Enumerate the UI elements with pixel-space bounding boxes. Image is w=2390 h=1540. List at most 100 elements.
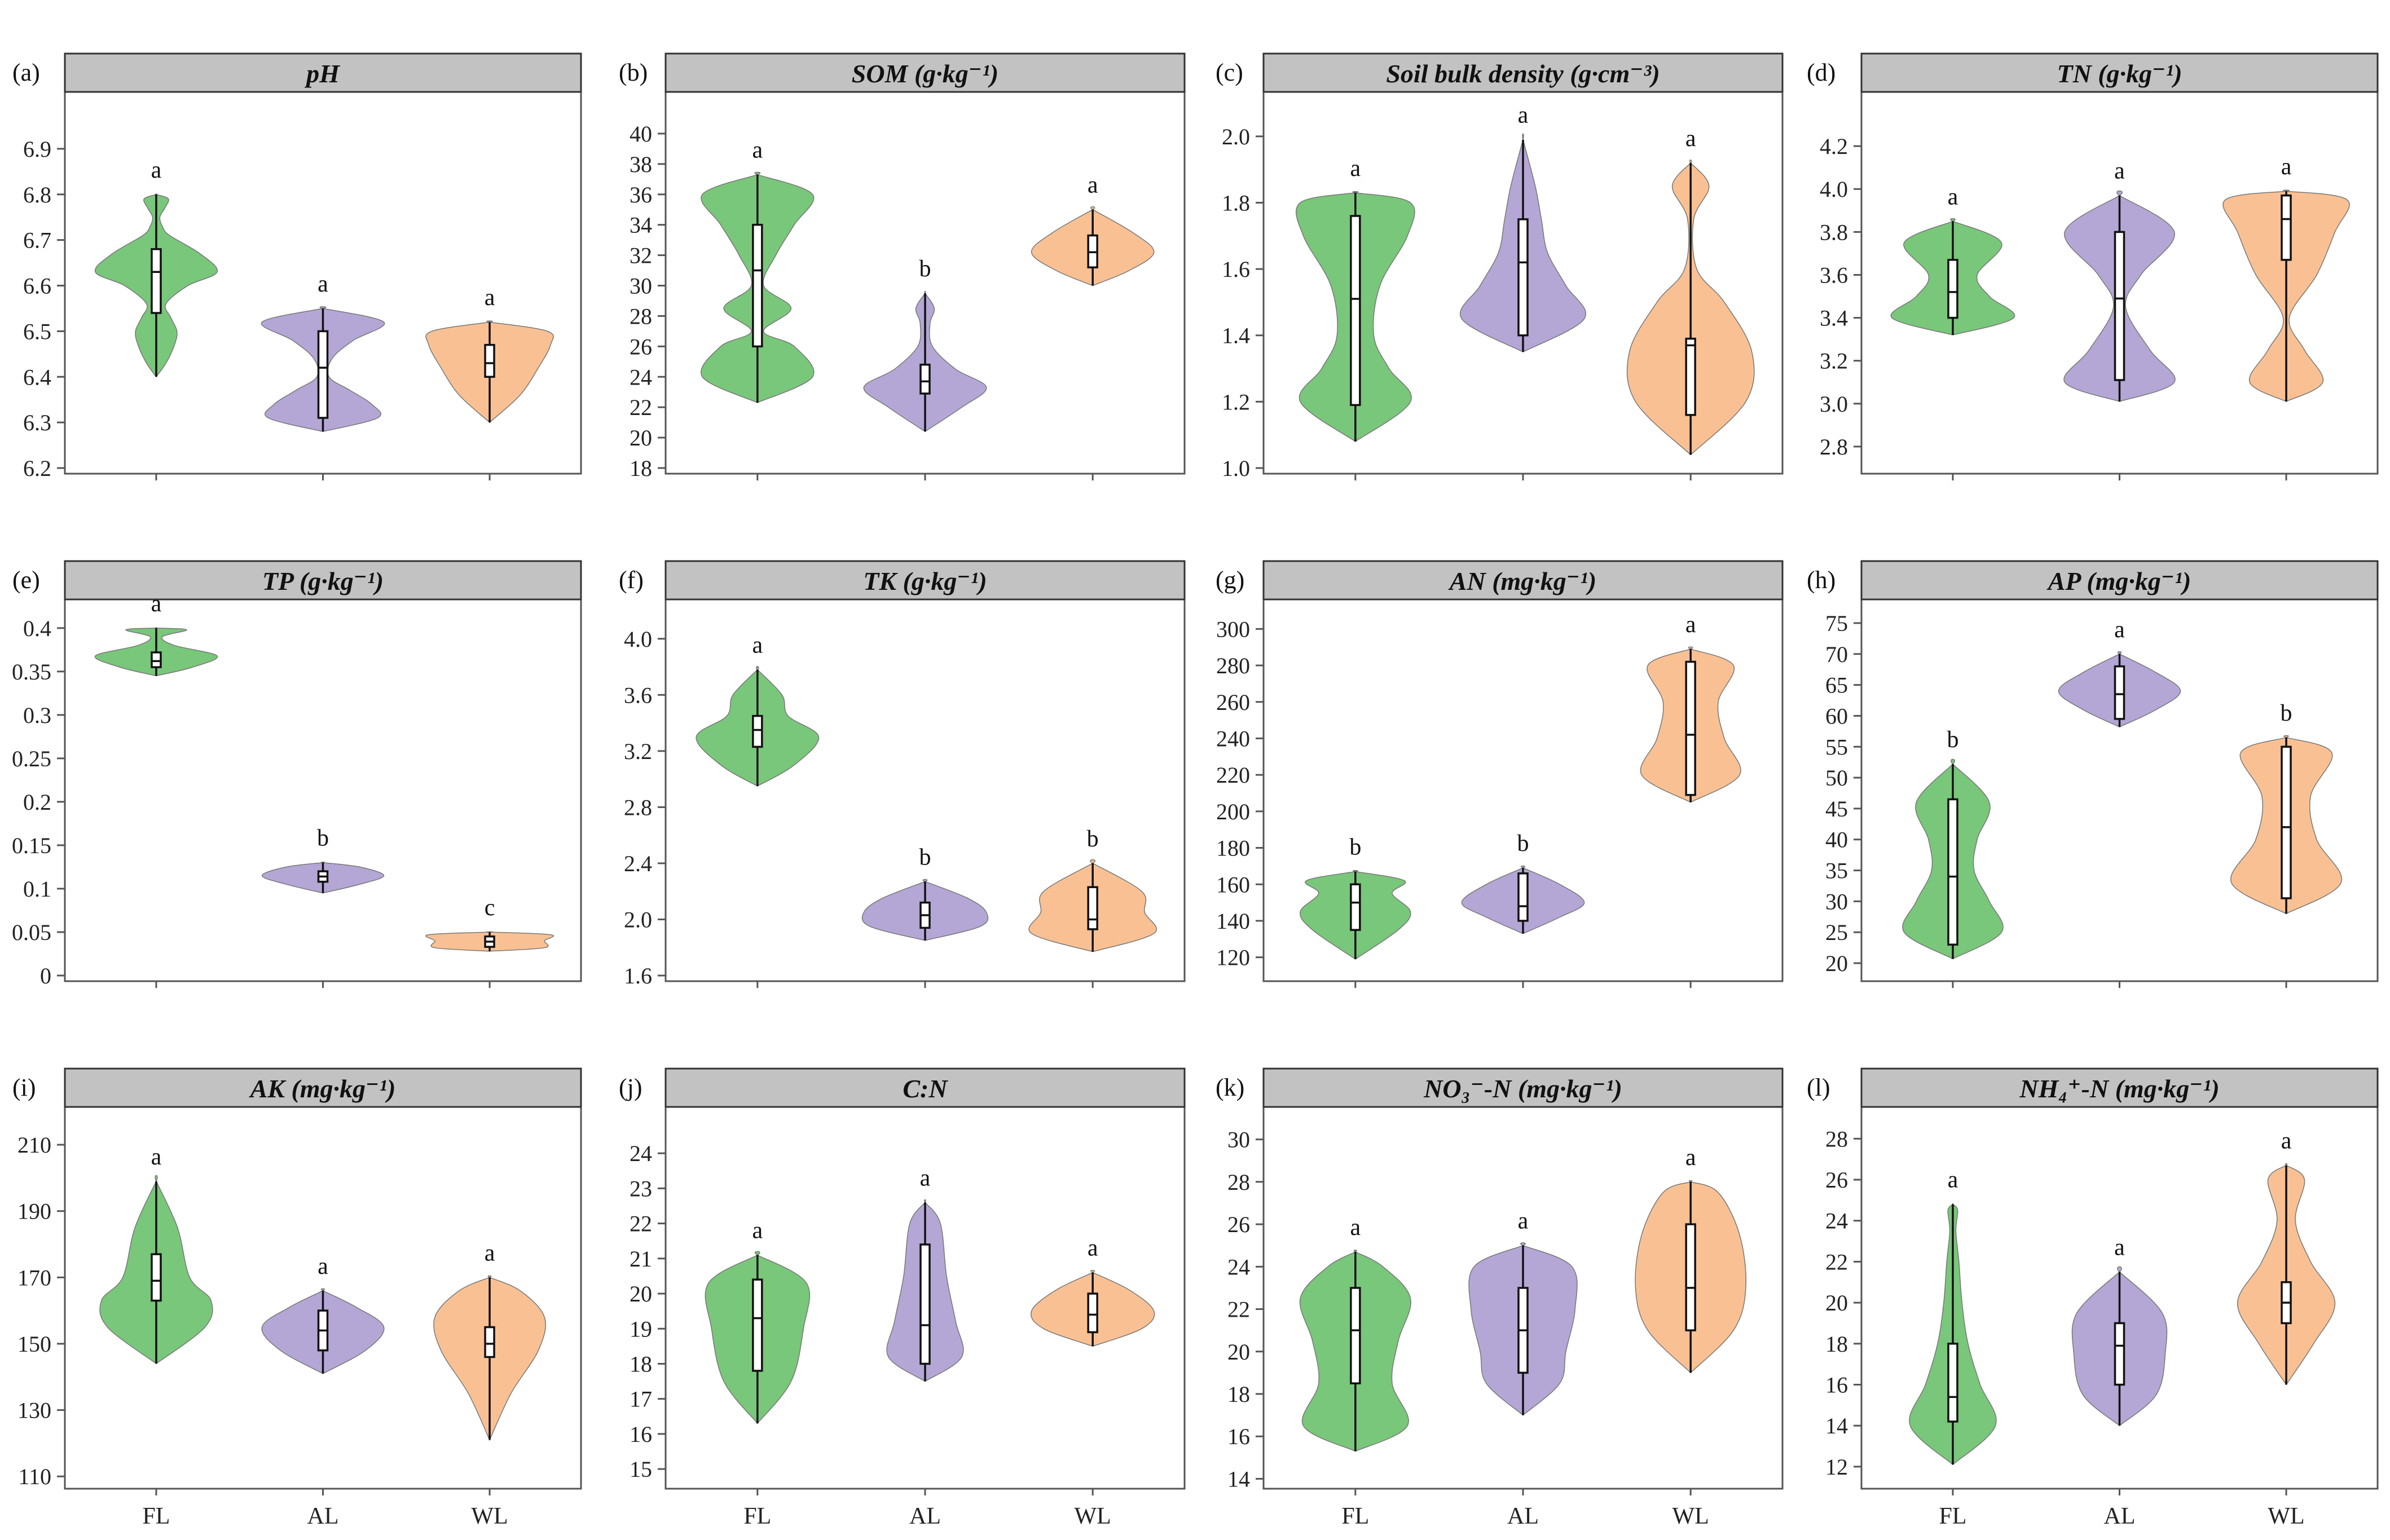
panel-b: SOM (g·kg⁻¹) (b) 18 20 22 24 26 28 30 32 34 36 38 40 a… [619, 52, 1186, 481]
panel-title: NO₃⁻-N (mg·kg⁻¹) [1423, 1074, 1622, 1103]
sig-letter-wl: a [1088, 173, 1098, 198]
y-tick-label: 20 [1825, 1290, 1848, 1316]
box-wl [2281, 745, 2292, 899]
sig-letter-wl: a [2281, 1128, 2292, 1154]
box-fl [1350, 215, 1361, 406]
y-tick-label: 170 [17, 1265, 51, 1290]
y-tick-label: 0.35 [12, 659, 51, 685]
panel-label: (c) [1216, 59, 1243, 86]
y-tick-label: 20 [630, 425, 652, 451]
sig-letter-wl: a [1088, 1235, 1098, 1261]
panel-j: C:N (j) 15 16 17 18 19 20 21 22 23 24 FL AL WL a a a [619, 1067, 1186, 1529]
y-tick-label: 60 [1825, 703, 1848, 729]
y-tick-label: 18 [630, 456, 652, 481]
y-tick-label: 34 [630, 213, 652, 238]
x-tick-label-fl: FL [1939, 1503, 1966, 1529]
sig-letter-fl: a [1948, 184, 1958, 210]
sig-letter-al: a [2114, 158, 2125, 184]
box-fl [752, 223, 763, 348]
panel-g: AN (mg·kg⁻¹) (g) 120 140 160 180 200 220 240 260 2… [1216, 560, 1784, 988]
sig-letter-fl: a [151, 1144, 162, 1170]
panel-header [64, 1067, 582, 1108]
sig-letter-fl: a [752, 138, 763, 164]
y-tick-label: 12 [1825, 1454, 1848, 1480]
sig-letter-wl: a [1685, 126, 1696, 152]
y-tick-label: 240 [1216, 726, 1250, 751]
y-tick-label: 4.0 [1820, 176, 1848, 202]
panel-label: (g) [1216, 566, 1244, 594]
y-tick-label: 25 [1825, 920, 1848, 945]
sig-letter-al: a [318, 1254, 328, 1279]
panel-header [664, 52, 1186, 93]
panel-title: TK (g·kg⁻¹) [863, 567, 987, 595]
box-wl [1087, 1292, 1098, 1334]
box-wl [2281, 194, 2292, 261]
sig-letter-fl: a [1350, 1215, 1361, 1241]
sig-letter-al: b [919, 256, 931, 282]
sig-letter-fl: b [1947, 727, 1958, 753]
y-tick-label: 0.3 [23, 703, 51, 728]
y-tick-label: 65 [1825, 673, 1848, 698]
sig-letter-fl: a [1350, 156, 1361, 182]
sig-letter-wl: a [1685, 1145, 1696, 1171]
y-tick-label: 22 [630, 1211, 652, 1237]
box-fl [752, 1278, 763, 1372]
sig-letter-al: a [1518, 1208, 1529, 1234]
y-tick-label: 2.4 [624, 851, 652, 876]
panel-label: (b) [619, 59, 648, 86]
y-tick-label: 50 [1825, 765, 1848, 791]
y-tick-label: 3.2 [624, 739, 652, 764]
y-tick-label: 14 [1825, 1413, 1848, 1438]
y-tick-label: 24 [630, 364, 652, 390]
y-tick-label: 28 [1227, 1170, 1250, 1195]
panel-header [1262, 1067, 1784, 1108]
box-fl [752, 714, 763, 748]
sig-letter-al: b [919, 844, 931, 870]
panel-title: AK (mg·kg⁻¹) [249, 1074, 396, 1103]
y-tick-label: 180 [1216, 836, 1250, 861]
sig-letter-wl: b [1087, 826, 1099, 852]
y-tick-label: 2.0 [1222, 124, 1250, 149]
panel-h: AP (mg·kg⁻¹) (h) 20 25 30 35 40 45 50 55 60 65 70 75 b… [1807, 560, 2379, 988]
y-tick-label: 30 [630, 273, 652, 299]
panel-c: Soil bulk density (g·cm⁻³) (c) 1.0 1.2 1.4 1.… [1216, 52, 1784, 481]
y-tick-label: 280 [1216, 653, 1250, 678]
box-al [919, 363, 931, 395]
y-tick-label: 6.6 [23, 273, 51, 299]
y-tick-label: 26 [1227, 1212, 1250, 1237]
y-tick-label: 18 [1227, 1382, 1250, 1407]
box-fl [1350, 1287, 1361, 1384]
box-wl [484, 1326, 495, 1358]
sig-letter-wl: a [1685, 612, 1696, 638]
panel-l: NH₄⁺-N (mg·kg⁻¹) (l) 12 14 16 18 20 22 24 26 28 FL A… [1807, 1067, 2379, 1529]
panel-label: (j) [619, 1074, 642, 1101]
y-tick-label: 4.2 [1820, 134, 1848, 159]
y-tick-label: 200 [1216, 799, 1250, 824]
box-wl [1087, 886, 1098, 930]
y-tick-label: 17 [630, 1387, 652, 1412]
y-tick-label: 6.3 [23, 410, 51, 435]
panel-title: SOM (g·kg⁻¹) [852, 59, 998, 88]
panel-title: AN (mg·kg⁻¹) [1448, 567, 1596, 595]
panel-header [1860, 1067, 2379, 1108]
y-tick-label: 0.05 [12, 920, 51, 945]
sig-letter-al: b [1517, 831, 1529, 857]
sig-letter-fl: a [1948, 1167, 1958, 1193]
box-fl [151, 651, 162, 668]
y-tick-label: 23 [630, 1176, 652, 1201]
y-tick-label: 120 [1216, 945, 1250, 970]
box-fl [1947, 798, 1958, 946]
panel-label: (k) [1216, 1074, 1244, 1101]
y-tick-label: 110 [18, 1464, 51, 1489]
y-tick-label: 150 [17, 1331, 51, 1357]
panel-k: NO₃⁻-N (mg·kg⁻¹) (k) 14 16 18 20 22 24 26 28 30 FL A… [1216, 1067, 1784, 1529]
y-tick-label: 0.1 [23, 876, 51, 902]
sig-letter-wl: a [2281, 154, 2292, 180]
y-tick-label: 1.4 [1222, 323, 1250, 348]
y-tick-label: 16 [1825, 1373, 1848, 1398]
y-tick-label: 16 [630, 1422, 652, 1447]
y-tick-label: 22 [630, 395, 652, 420]
panel-title: C:N [903, 1074, 948, 1103]
panel-header [64, 560, 582, 601]
x-tick-label-al: AL [1507, 1503, 1539, 1529]
